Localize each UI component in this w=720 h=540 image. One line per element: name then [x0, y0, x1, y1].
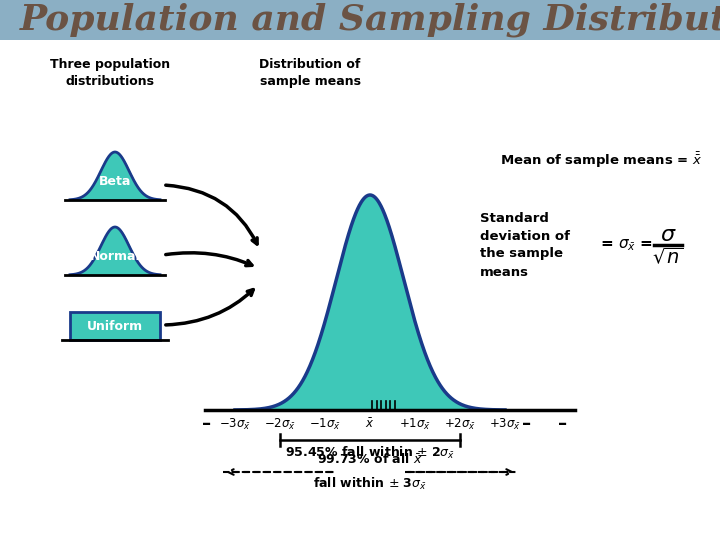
Text: Mean of sample means = $\bar{\bar{x}}$: Mean of sample means = $\bar{\bar{x}}$: [500, 151, 702, 170]
Text: $\bar{x}$: $\bar{x}$: [365, 417, 374, 431]
Text: Uniform: Uniform: [87, 320, 143, 333]
Text: $-3\sigma_{\bar{x}}$: $-3\sigma_{\bar{x}}$: [219, 416, 251, 431]
Text: –: –: [202, 415, 212, 433]
Bar: [0, 0, 720, 40]
Text: Beta: Beta: [99, 176, 131, 188]
Text: fall within $\pm$ 3$\sigma_{\bar{x}}$: fall within $\pm$ 3$\sigma_{\bar{x}}$: [313, 476, 427, 492]
Text: = $\sigma_{\bar{x}}$ =: = $\sigma_{\bar{x}}$ =: [600, 237, 653, 253]
Text: $\sqrt{n}$: $\sqrt{n}$: [652, 247, 684, 267]
Text: $\sigma$: $\sigma$: [660, 224, 676, 246]
Text: 99.73% of all $\bar{x}$: 99.73% of all $\bar{x}$: [318, 452, 423, 466]
Text: Population and Sampling Distributions: Population and Sampling Distributions: [20, 3, 720, 37]
Text: $-2\sigma_{\bar{x}}$: $-2\sigma_{\bar{x}}$: [264, 416, 296, 431]
Text: –: –: [523, 415, 531, 433]
Text: Standard
deviation of
the sample
means: Standard deviation of the sample means: [480, 212, 570, 279]
Bar: [70, 312, 160, 340]
Text: $-1\sigma_{\bar{x}}$: $-1\sigma_{\bar{x}}$: [309, 416, 341, 431]
Text: $+1\sigma_{\bar{x}}$: $+1\sigma_{\bar{x}}$: [399, 416, 431, 431]
Text: $+3\sigma_{\bar{x}}$: $+3\sigma_{\bar{x}}$: [489, 416, 521, 431]
Text: $+2\sigma_{\bar{x}}$: $+2\sigma_{\bar{x}}$: [444, 416, 476, 431]
Text: Normal: Normal: [90, 250, 140, 264]
Text: –: –: [559, 415, 567, 433]
Text: Distribution of
sample means: Distribution of sample means: [259, 58, 361, 88]
Text: 95.45% fall within $\pm$ 2$\sigma_{\bar{x}}$: 95.45% fall within $\pm$ 2$\sigma_{\bar{…: [285, 445, 455, 461]
Text: Three population
distributions: Three population distributions: [50, 58, 170, 88]
